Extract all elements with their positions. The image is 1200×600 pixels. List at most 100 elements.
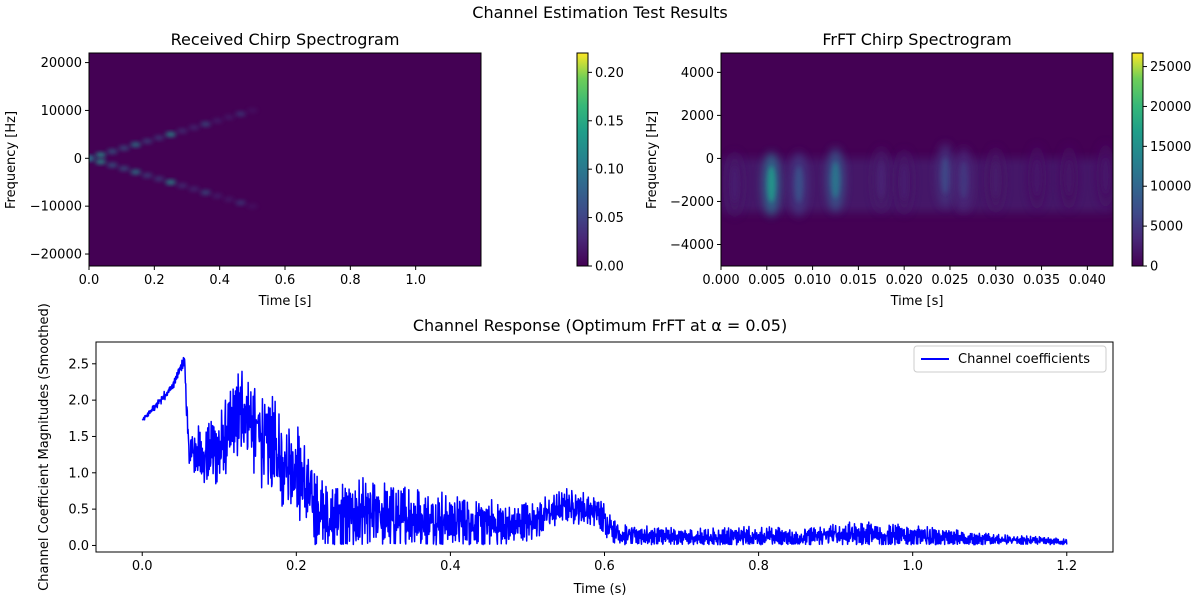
frft-spectrogram-x-tick-label: 0.015 <box>840 273 877 288</box>
chirp-ridge-segment <box>223 114 235 120</box>
chirp-ridge-segment <box>89 155 95 161</box>
chirp-ridge-segment <box>95 159 107 165</box>
frft-spectrogram-x-tick-label: 0.025 <box>931 273 968 288</box>
received-colorbar-tick-label: 0.05 <box>595 211 624 226</box>
chirp-ridge-segment <box>246 203 258 209</box>
chirp-ridge-segment <box>95 152 107 158</box>
received-colorbar-tick-label: 0.10 <box>595 163 624 178</box>
frft-energy-blob-core <box>959 161 968 198</box>
channel-response-y-tick-label: 2.0 <box>68 394 89 409</box>
chirp-ridge-segment <box>141 138 153 144</box>
frft-spectrogram-frame <box>720 52 1114 267</box>
frft-spectrogram-y-tick-label: 0 <box>706 152 714 167</box>
channel-response-y-tick-label: 2.5 <box>68 357 89 372</box>
frft-spectrogram-y-tick-label: 2000 <box>681 109 714 124</box>
received-spectrogram-y-tick-label: 0 <box>74 152 82 167</box>
received-colorbar <box>576 52 589 267</box>
channel-response-panel: Channel Response (Optimum FrFT at α = 0.… <box>37 303 1114 597</box>
received-spectrogram-x-tick-label: 1.0 <box>405 273 426 288</box>
frft-spectrogram-panel: FrFT Chirp Spectrogram 0.000 0.005 0.010 0.… <box>645 30 1191 309</box>
received-spectrogram-y-tick-label: −20000 <box>30 248 82 263</box>
received-colorbar-tick-label: 0.15 <box>595 114 624 129</box>
chirp-ridge-segment <box>235 200 247 206</box>
chirp-ridge-segment <box>130 169 142 175</box>
frft-spectrogram-y-ticks: 4000 2000 0 −2000 −4000 <box>670 66 721 253</box>
chirp-ridge-segment <box>188 186 200 192</box>
frft-colorbar-tick-label: 15000 <box>1150 140 1191 155</box>
received-spectrogram-title: Received Chirp Spectrogram <box>171 30 400 49</box>
channel-response-x-tick-label: 0.2 <box>286 559 307 574</box>
frft-spectrogram-x-ticks: 0.000 0.005 0.010 0.015 0.020 0.025 0.030 0.035… <box>702 266 1106 288</box>
frft-energy-blob-core <box>991 161 1000 198</box>
channel-response-title: Channel Response (Optimum FrFT at α = 0.… <box>413 316 787 335</box>
frft-spectrogram-ylabel: Frequency [Hz] <box>645 111 660 209</box>
chirp-ridge-segment <box>106 162 118 168</box>
chirp-ridge-segment <box>165 131 177 137</box>
chirp-ridge-segment <box>118 145 130 151</box>
channel-response-x-ticks: 0.0 0.2 0.4 0.6 0.8 1.0 1.2 <box>132 552 1077 574</box>
chirp-ridge-segment <box>153 135 165 141</box>
frft-spectrogram-energy-blobs <box>721 143 1113 217</box>
chirp-ridge-segment <box>200 189 212 196</box>
legend-box <box>913 345 1107 373</box>
chirp-ridge-segment <box>141 172 153 178</box>
received-colorbar-tick-label: 0.20 <box>595 66 624 81</box>
received-spectrogram-x-tick-label: 0.6 <box>275 273 296 288</box>
frft-spectrogram-x-tick-label: 0.020 <box>886 273 923 288</box>
frft-colorbar-tick-label: 20000 <box>1150 100 1191 115</box>
frft-spectrogram-y-tick-label: −2000 <box>670 195 714 210</box>
frft-energy-blob-core <box>877 161 886 198</box>
frft-spectrogram-x-tick-label: 0.005 <box>748 273 785 288</box>
frft-spectrogram-xlabel: Time [s] <box>890 294 944 309</box>
received-spectrogram-y-tick-label: 10000 <box>41 104 82 119</box>
channel-response-y-tick-label: 1.0 <box>68 466 89 481</box>
frft-colorbar-tick-label: 25000 <box>1150 60 1191 75</box>
received-spectrogram-y-tick-label: −10000 <box>30 200 82 215</box>
chirp-ridge-segment <box>246 107 258 114</box>
channel-response-x-tick-label: 1.2 <box>1056 559 1077 574</box>
frft-colorbar-tick-label: 10000 <box>1150 180 1191 195</box>
frft-colorbar <box>1131 52 1144 267</box>
channel-response-y-tick-label: 0.0 <box>68 539 89 554</box>
frft-colorbar-tick-label: 5000 <box>1150 220 1183 235</box>
frft-energy-blob-core <box>730 166 739 203</box>
received-spectrogram-x-tick-label: 0.0 <box>79 273 100 288</box>
received-spectrogram-xlabel: Time [s] <box>258 294 312 309</box>
chirp-ridge-segment <box>235 111 247 117</box>
channel-response-y-ticks: 0.0 0.5 1.0 1.5 2.0 2.5 <box>68 357 96 554</box>
chirp-ridge-segment <box>211 193 223 199</box>
chirp-ridge-segment <box>106 148 118 155</box>
chirp-ridge-segment <box>211 118 223 124</box>
received-spectrogram-x-tick-label: 0.2 <box>144 273 165 288</box>
channel-response-x-tick-label: 0.4 <box>440 559 461 574</box>
channel-response-x-tick-label: 0.6 <box>594 559 615 574</box>
chirp-ridge-segment <box>118 165 130 172</box>
received-spectrogram-x-ticks: 0.0 0.2 0.4 0.6 0.8 1.0 <box>79 266 426 288</box>
received-spectrogram-chirp-ridges <box>89 107 258 209</box>
frft-energy-blob-core <box>794 166 803 203</box>
frft-spectrogram-x-tick-label: 0.040 <box>1069 273 1106 288</box>
chirp-ridge-segment <box>188 124 200 131</box>
frft-spectrogram-x-tick-label: 0.010 <box>794 273 831 288</box>
channel-response-xlabel: Time (s) <box>573 582 627 597</box>
chirp-ridge-segment <box>223 196 235 202</box>
received-spectrogram-x-tick-label: 0.4 <box>209 273 230 288</box>
frft-energy-blob-core <box>831 161 840 198</box>
frft-low-energy-band <box>721 158 1113 213</box>
received-colorbar-ticks: 0.00 0.05 0.10 0.15 0.20 <box>588 66 624 275</box>
frft-spectrogram-x-tick-label: 0.035 <box>1023 273 1060 288</box>
chirp-ridge-segment <box>153 176 165 182</box>
chirp-ridge-segment <box>200 121 212 127</box>
frft-energy-blob-core <box>767 166 776 203</box>
chirp-ridge-segment <box>165 179 177 185</box>
frft-energy-blob-core <box>900 164 909 201</box>
received-colorbar-tick-label: 0.00 <box>595 260 624 275</box>
received-spectrogram-y-ticks: 20000 10000 0 −10000 −20000 <box>30 56 89 263</box>
channel-response-x-tick-label: 1.0 <box>902 559 923 574</box>
frft-spectrogram-y-tick-label: 4000 <box>681 66 714 81</box>
channel-response-x-tick-label: 0.0 <box>132 559 153 574</box>
legend: Channel coefficients <box>913 345 1107 373</box>
received-spectrogram-background <box>89 53 481 266</box>
channel-response-y-tick-label: 0.5 <box>68 503 89 518</box>
